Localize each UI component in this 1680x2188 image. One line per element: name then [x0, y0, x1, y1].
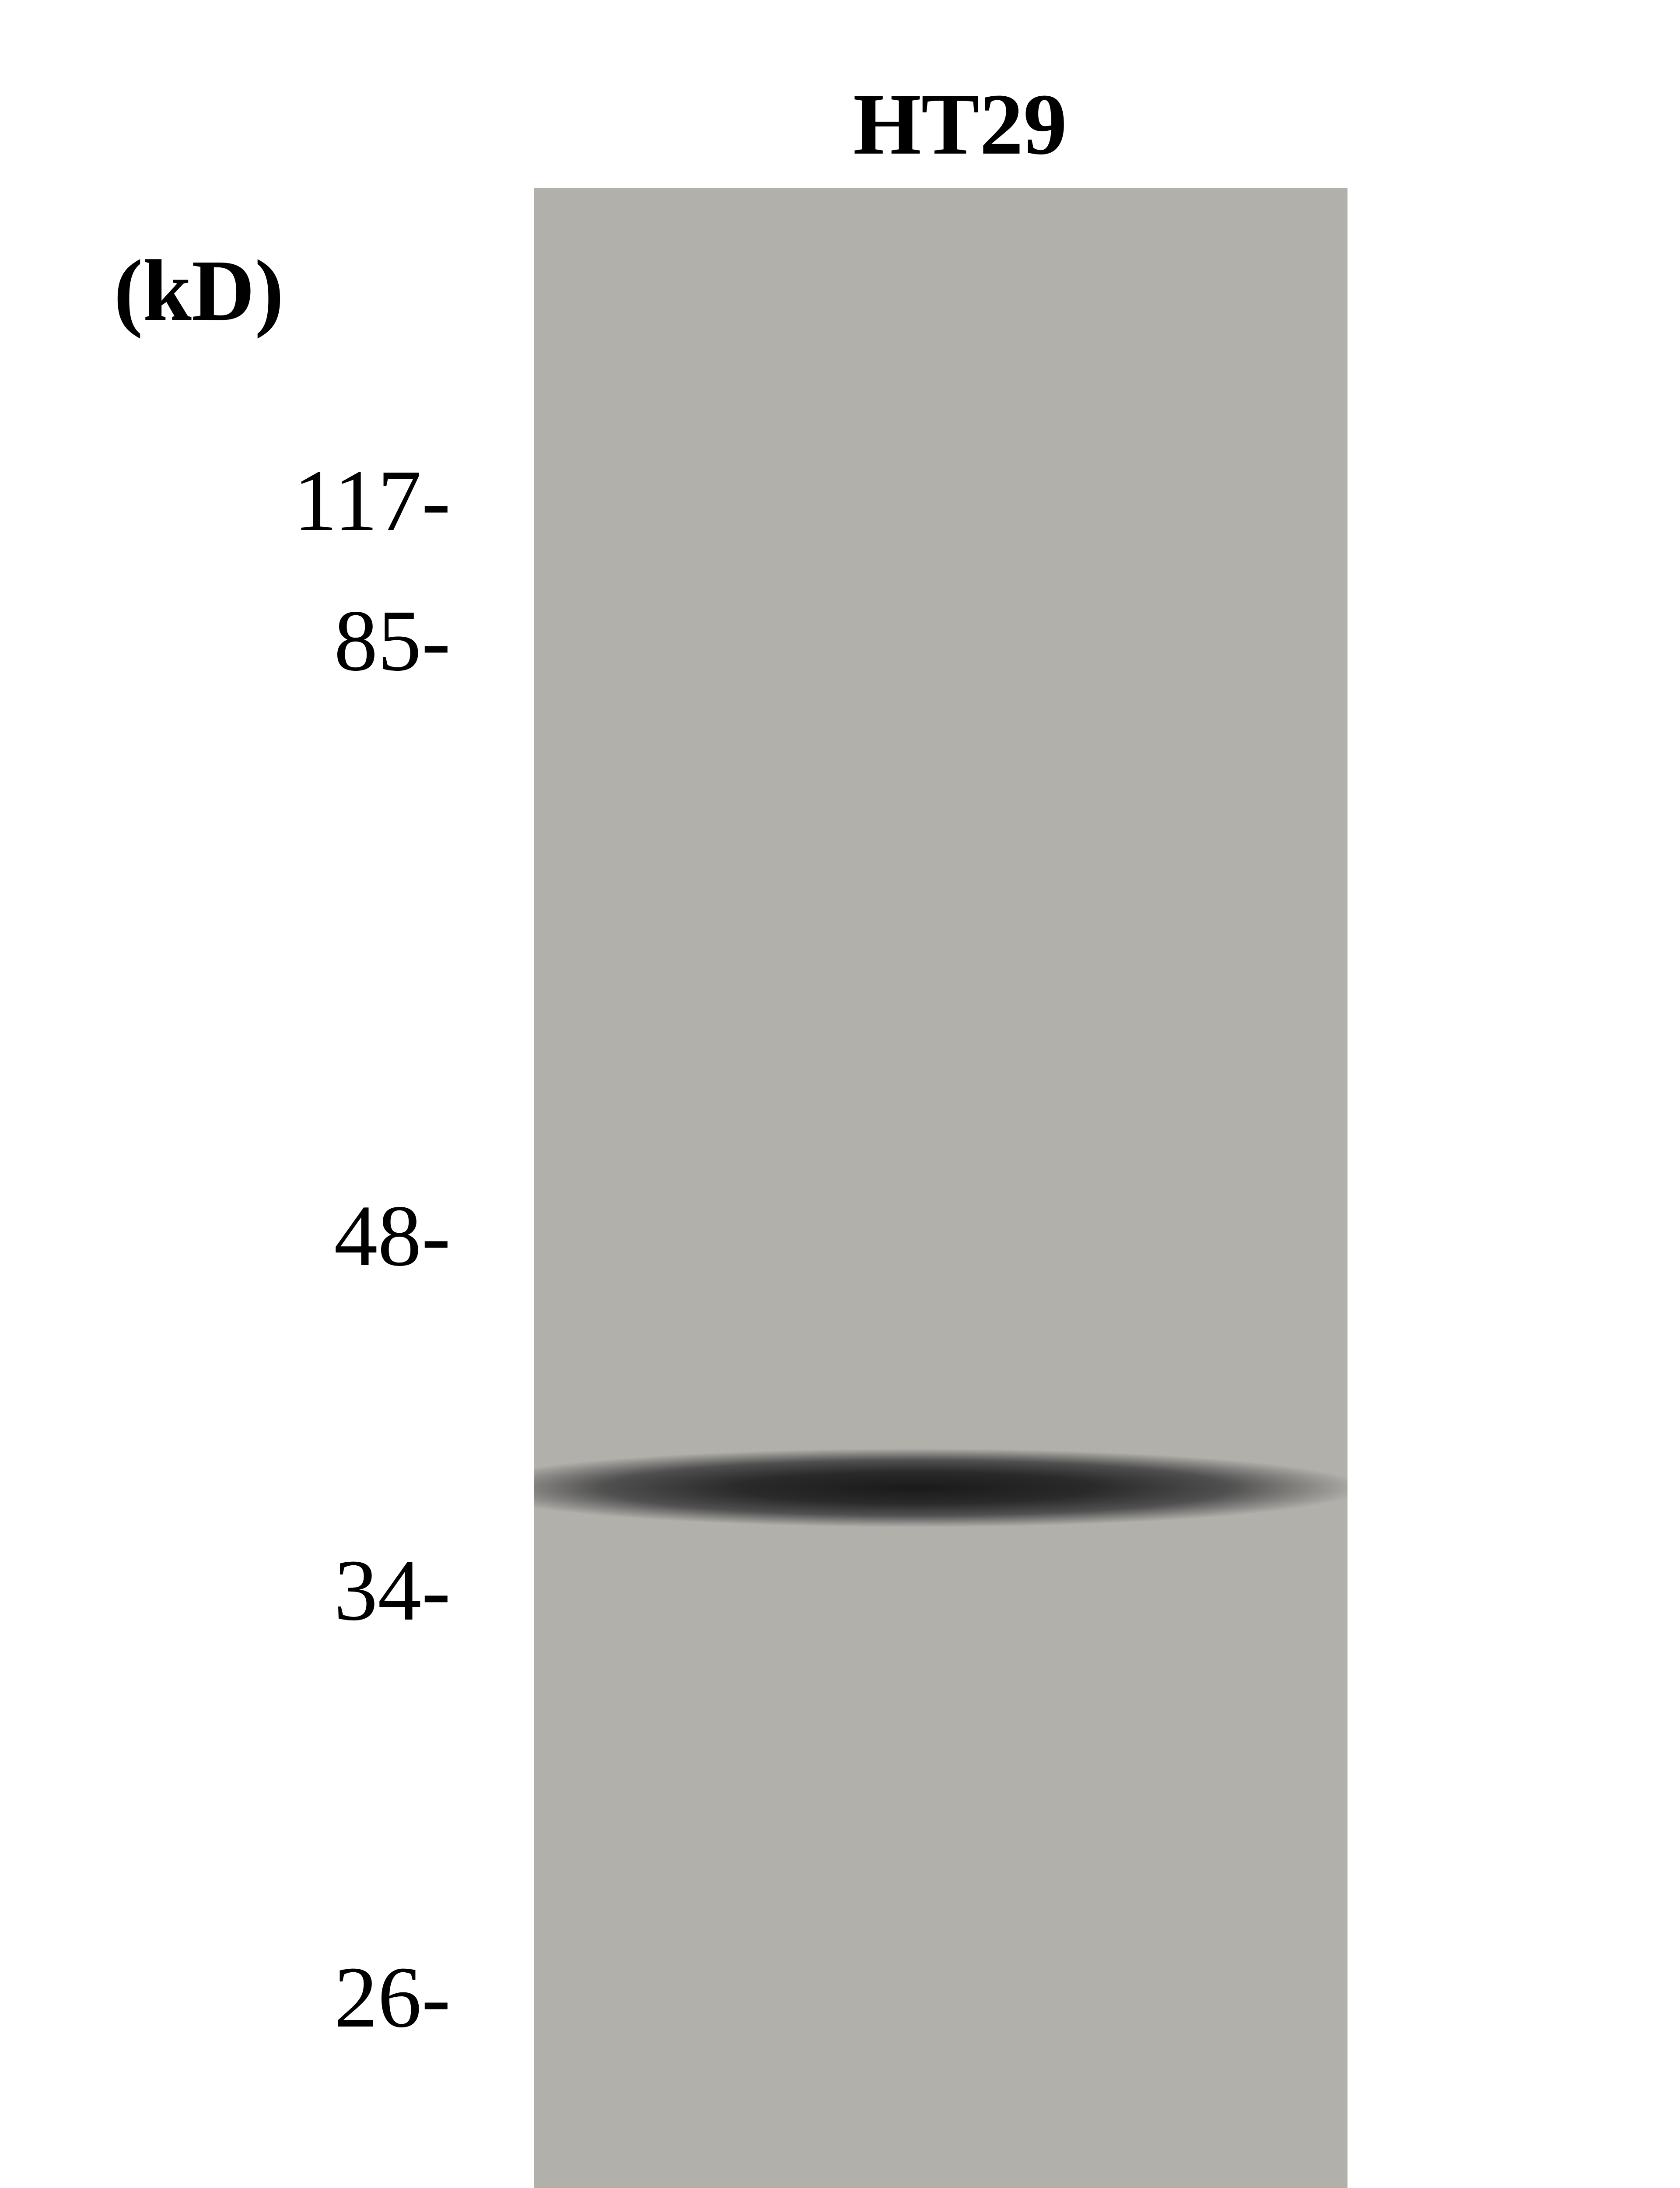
- unit-label: (kD): [114, 241, 284, 341]
- protein-band: [534, 1448, 1348, 1527]
- marker-label-26: 26-: [144, 1947, 451, 2048]
- blot-lane: [534, 188, 1348, 2188]
- marker-label-117: 117-: [144, 451, 451, 551]
- sample-label: HT29: [853, 74, 1067, 175]
- marker-label-85: 85-: [144, 591, 451, 691]
- western-blot-figure: HT29 (kD) 117- 85- 48- 34- 26- 19-: [88, 74, 1592, 2188]
- marker-label-34: 34-: [144, 1540, 451, 1641]
- marker-label-48: 48-: [144, 1186, 451, 1286]
